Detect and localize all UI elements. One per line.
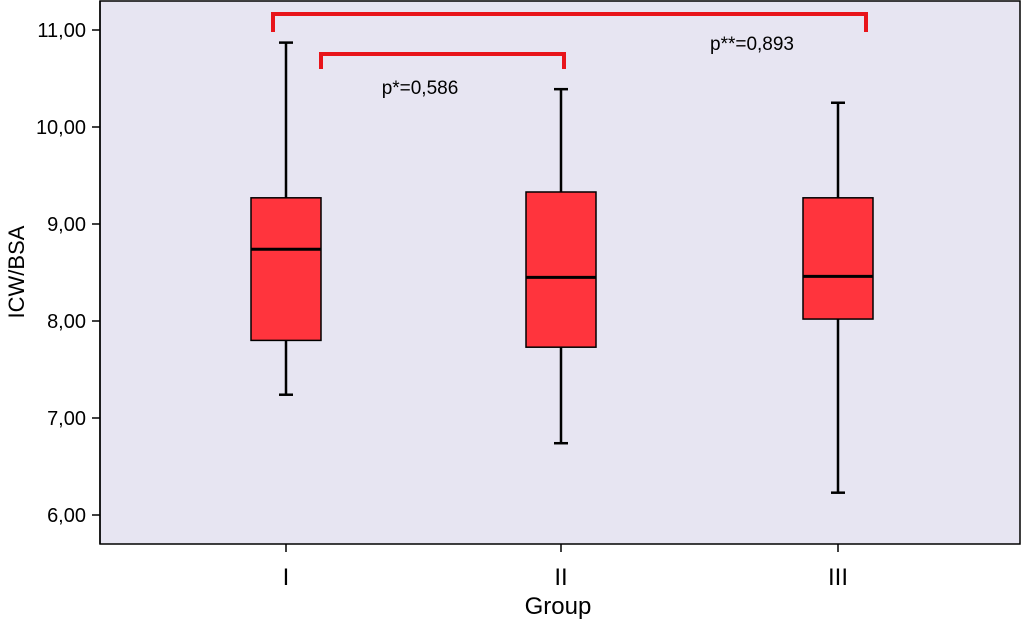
y-tick-label: 8,00 xyxy=(47,311,86,333)
p-value-label: p**=0,893 xyxy=(710,34,794,55)
y-tick-label: 10,00 xyxy=(36,117,86,139)
x-tick-label: I xyxy=(283,564,290,591)
box-group xyxy=(525,87,597,445)
p-value-label: p*=0,586 xyxy=(382,78,459,99)
x-tick-label: II xyxy=(554,564,567,591)
iqr-box xyxy=(802,197,874,320)
boxes xyxy=(250,41,874,494)
y-tick-label: 7,00 xyxy=(47,408,86,430)
y-tick-label: 11,00 xyxy=(37,20,86,42)
y-axis-title: ICW/BSA xyxy=(4,225,29,318)
significance-bracket xyxy=(319,52,566,69)
y-tick-label: 9,00 xyxy=(47,214,86,236)
box-group xyxy=(250,41,322,396)
x-tick-label: III xyxy=(828,564,848,591)
annotations: p*=0,586 p**=0,893 xyxy=(271,12,868,99)
x-axis-title: Group xyxy=(525,593,592,620)
y-axis: 6,00 7,00 8,00 9,00 10,00 11,00 xyxy=(36,1,101,544)
x-axis: I II III xyxy=(283,544,848,591)
iqr-box xyxy=(250,197,322,342)
significance-bracket xyxy=(271,12,868,32)
y-tick-label: 6,00 xyxy=(47,505,86,527)
box-group xyxy=(802,101,874,494)
iqr-box xyxy=(525,191,597,348)
